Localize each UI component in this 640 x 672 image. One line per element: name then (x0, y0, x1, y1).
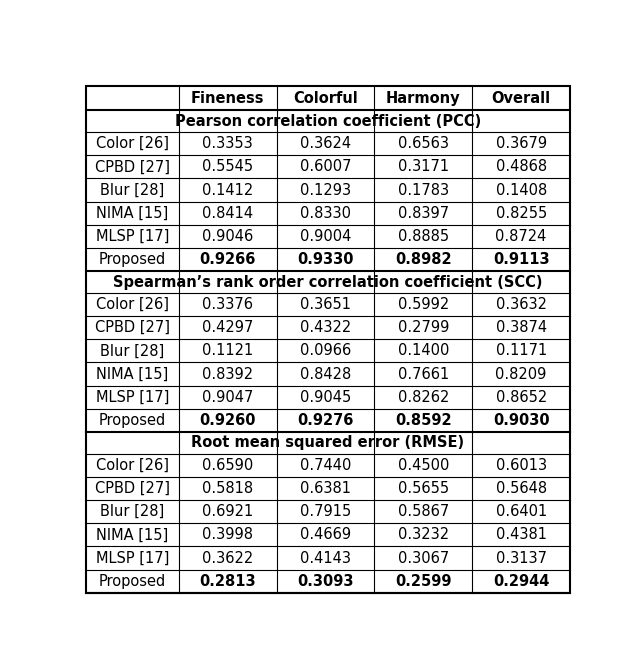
Text: 0.1121: 0.1121 (202, 343, 253, 358)
Text: 0.5648: 0.5648 (495, 481, 547, 496)
Text: 0.8330: 0.8330 (300, 206, 351, 220)
Text: 0.4868: 0.4868 (495, 159, 547, 174)
Text: 0.8592: 0.8592 (395, 413, 452, 428)
Text: 0.3353: 0.3353 (202, 136, 253, 151)
Text: 0.3171: 0.3171 (398, 159, 449, 174)
Text: 0.3679: 0.3679 (495, 136, 547, 151)
Text: NIMA [15]: NIMA [15] (96, 528, 168, 542)
Text: 0.4381: 0.4381 (495, 528, 547, 542)
Text: 0.8392: 0.8392 (202, 366, 253, 382)
Text: Blur [28]: Blur [28] (100, 504, 164, 519)
Text: 0.6381: 0.6381 (300, 481, 351, 496)
Text: 0.2813: 0.2813 (200, 574, 256, 589)
Text: 0.2599: 0.2599 (395, 574, 452, 589)
Text: 0.8982: 0.8982 (395, 252, 452, 267)
Text: 0.2944: 0.2944 (493, 574, 549, 589)
Text: 0.8885: 0.8885 (398, 229, 449, 244)
Text: MLSP [17]: MLSP [17] (96, 550, 169, 566)
Text: 0.6590: 0.6590 (202, 458, 253, 473)
Text: 0.6563: 0.6563 (398, 136, 449, 151)
Text: Blur [28]: Blur [28] (100, 343, 164, 358)
Text: CPBD [27]: CPBD [27] (95, 159, 170, 174)
Text: 0.8652: 0.8652 (495, 390, 547, 405)
Text: CPBD [27]: CPBD [27] (95, 320, 170, 335)
Text: 0.3622: 0.3622 (202, 550, 253, 566)
Text: 0.8262: 0.8262 (397, 390, 449, 405)
Text: Blur [28]: Blur [28] (100, 183, 164, 198)
Text: 0.9046: 0.9046 (202, 229, 253, 244)
Text: 0.6921: 0.6921 (202, 504, 253, 519)
Text: 0.8209: 0.8209 (495, 366, 547, 382)
Text: 0.1400: 0.1400 (397, 343, 449, 358)
Text: 0.1412: 0.1412 (202, 183, 253, 198)
Text: 0.5655: 0.5655 (398, 481, 449, 496)
Text: NIMA [15]: NIMA [15] (96, 366, 168, 382)
Text: Spearman’s rank order correlation coefficient (SCC): Spearman’s rank order correlation coeffi… (113, 275, 543, 290)
Text: 0.8428: 0.8428 (300, 366, 351, 382)
Text: Overall: Overall (492, 91, 550, 106)
Text: 0.3232: 0.3232 (398, 528, 449, 542)
Text: 0.4322: 0.4322 (300, 320, 351, 335)
Text: 0.7915: 0.7915 (300, 504, 351, 519)
Text: 0.5818: 0.5818 (202, 481, 253, 496)
Text: 0.0966: 0.0966 (300, 343, 351, 358)
Text: 0.3067: 0.3067 (397, 550, 449, 566)
Text: 0.5867: 0.5867 (397, 504, 449, 519)
Text: 0.9260: 0.9260 (200, 413, 256, 428)
Text: Color [26]: Color [26] (96, 136, 169, 151)
Text: 0.5992: 0.5992 (397, 297, 449, 312)
Text: 0.3624: 0.3624 (300, 136, 351, 151)
Text: 0.8414: 0.8414 (202, 206, 253, 220)
Text: 0.9004: 0.9004 (300, 229, 351, 244)
Text: 0.3998: 0.3998 (202, 528, 253, 542)
Text: 0.3093: 0.3093 (298, 574, 354, 589)
Text: 0.1293: 0.1293 (300, 183, 351, 198)
Text: 0.5545: 0.5545 (202, 159, 253, 174)
Text: 0.7661: 0.7661 (397, 366, 449, 382)
Text: 0.9113: 0.9113 (493, 252, 550, 267)
Text: NIMA [15]: NIMA [15] (96, 206, 168, 220)
Text: Root mean squared error (RMSE): Root mean squared error (RMSE) (191, 435, 465, 450)
Text: CPBD [27]: CPBD [27] (95, 481, 170, 496)
Text: 0.8255: 0.8255 (495, 206, 547, 220)
Text: 0.9276: 0.9276 (298, 413, 354, 428)
Text: Harmony: Harmony (386, 91, 461, 106)
Text: Proposed: Proposed (99, 413, 166, 428)
Text: Proposed: Proposed (99, 574, 166, 589)
Text: 0.1783: 0.1783 (398, 183, 449, 198)
Text: 0.1408: 0.1408 (495, 183, 547, 198)
Text: MLSP [17]: MLSP [17] (96, 229, 169, 244)
Text: 0.6013: 0.6013 (495, 458, 547, 473)
Text: 0.7440: 0.7440 (300, 458, 351, 473)
Text: Colorful: Colorful (293, 91, 358, 106)
Text: 0.9030: 0.9030 (493, 413, 550, 428)
Text: 0.9330: 0.9330 (298, 252, 354, 267)
Text: Color [26]: Color [26] (96, 297, 169, 312)
Text: 0.8397: 0.8397 (398, 206, 449, 220)
Text: Fineness: Fineness (191, 91, 264, 106)
Text: Pearson correlation coefficient (PCC): Pearson correlation coefficient (PCC) (175, 114, 481, 129)
Text: 0.3651: 0.3651 (300, 297, 351, 312)
Text: 0.9266: 0.9266 (200, 252, 256, 267)
Text: 0.9045: 0.9045 (300, 390, 351, 405)
Text: 0.2799: 0.2799 (397, 320, 449, 335)
Text: MLSP [17]: MLSP [17] (96, 390, 169, 405)
Text: 0.4143: 0.4143 (300, 550, 351, 566)
Text: Proposed: Proposed (99, 252, 166, 267)
Text: Color [26]: Color [26] (96, 458, 169, 473)
Text: 0.3874: 0.3874 (495, 320, 547, 335)
Text: 0.6007: 0.6007 (300, 159, 351, 174)
Text: 0.1171: 0.1171 (495, 343, 547, 358)
Text: 0.3137: 0.3137 (495, 550, 547, 566)
Text: 0.6401: 0.6401 (495, 504, 547, 519)
Text: 0.3632: 0.3632 (495, 297, 547, 312)
Text: 0.8724: 0.8724 (495, 229, 547, 244)
Text: 0.4669: 0.4669 (300, 528, 351, 542)
Text: 0.4297: 0.4297 (202, 320, 253, 335)
Text: 0.4500: 0.4500 (397, 458, 449, 473)
Text: 0.9047: 0.9047 (202, 390, 253, 405)
Text: 0.3376: 0.3376 (202, 297, 253, 312)
